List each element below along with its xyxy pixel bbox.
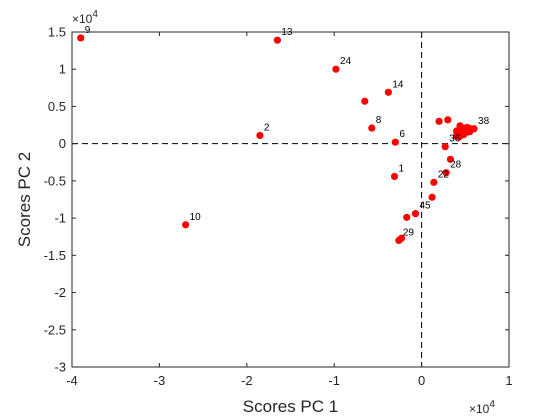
y-tick-label: -3 bbox=[54, 360, 66, 375]
scatter-point bbox=[470, 125, 478, 133]
y-tick-label: -1 bbox=[54, 211, 66, 226]
scatter-point bbox=[403, 213, 411, 221]
point-label: 9 bbox=[85, 25, 91, 36]
x-multiplier-base: ×10 bbox=[469, 402, 490, 416]
point-label: 10 bbox=[190, 212, 202, 223]
scatter-point bbox=[361, 97, 369, 105]
scatter-point bbox=[384, 88, 392, 96]
point-label: 29 bbox=[403, 227, 415, 238]
x-tick-label: -2 bbox=[241, 373, 253, 388]
y-tick-label: -2 bbox=[54, 285, 66, 300]
x-axis-multiplier: ×104 bbox=[469, 399, 495, 416]
scatter-point bbox=[428, 193, 436, 201]
scatter-point bbox=[332, 65, 340, 73]
scatter-point bbox=[455, 133, 463, 141]
x-multiplier-exponent: 4 bbox=[489, 399, 495, 410]
y-axis-title: Scores PC 2 bbox=[15, 152, 34, 247]
y-tick-label: 0 bbox=[59, 136, 66, 151]
scatter-points bbox=[77, 34, 478, 245]
y-axis-ticks: -3 -2.5 -2 -1.5 -1 -0.5 0 0.5 1 1.5 bbox=[44, 25, 509, 375]
point-label: 45 bbox=[419, 201, 431, 212]
reference-lines bbox=[72, 32, 509, 367]
x-tick-label: -3 bbox=[154, 373, 166, 388]
scatter-point bbox=[442, 169, 450, 177]
point-label: 28 bbox=[450, 160, 462, 171]
scatter-point bbox=[391, 138, 399, 146]
point-label: 2 bbox=[264, 122, 270, 133]
y-tick-label: 1.5 bbox=[48, 25, 66, 40]
x-tick-label: 0 bbox=[418, 373, 425, 388]
point-label: 38 bbox=[478, 116, 490, 127]
y-multiplier-base: ×10 bbox=[72, 12, 93, 26]
y-axis-multiplier: ×104 bbox=[72, 9, 98, 26]
scatter-point bbox=[397, 234, 406, 242]
point-label: 6 bbox=[399, 129, 405, 140]
y-tick-label: -1.5 bbox=[44, 248, 66, 263]
y-tick-label: 1 bbox=[59, 62, 66, 77]
scatter-point bbox=[441, 143, 449, 151]
scatter-point bbox=[256, 131, 264, 140]
y-tick-label: -2.5 bbox=[44, 322, 66, 337]
scatter-point bbox=[182, 221, 190, 229]
scatter-point bbox=[273, 36, 281, 44]
scatter-point bbox=[77, 34, 85, 42]
scatter-point bbox=[444, 116, 452, 124]
scatter-point bbox=[430, 178, 438, 186]
scatter-point bbox=[435, 117, 443, 125]
y-tick-label: 0.5 bbox=[48, 99, 66, 114]
point-label: 13 bbox=[281, 27, 293, 38]
scatter-point bbox=[446, 155, 455, 163]
point-label: 24 bbox=[340, 56, 352, 67]
scatter-point bbox=[368, 124, 376, 132]
scatter-point bbox=[390, 172, 399, 181]
y-tick-label: -0.5 bbox=[44, 173, 66, 188]
point-label: 14 bbox=[392, 79, 404, 90]
x-axis-ticks: -4 -3 -2 -1 0 1 bbox=[66, 32, 513, 388]
scatter-point bbox=[452, 127, 461, 135]
x-axis-title: Scores PC 1 bbox=[243, 397, 338, 416]
x-tick-label: 1 bbox=[505, 373, 512, 388]
plot-area-border bbox=[71, 31, 510, 368]
x-tick-label: -4 bbox=[66, 373, 78, 388]
point-label: 1 bbox=[399, 163, 405, 174]
scatter-point bbox=[411, 210, 420, 218]
point-label: 8 bbox=[376, 115, 382, 126]
x-tick-label: -1 bbox=[328, 373, 340, 388]
y-multiplier-exponent: 4 bbox=[92, 9, 98, 20]
point-label: 36 bbox=[449, 134, 461, 145]
point-label: 22 bbox=[438, 169, 450, 180]
